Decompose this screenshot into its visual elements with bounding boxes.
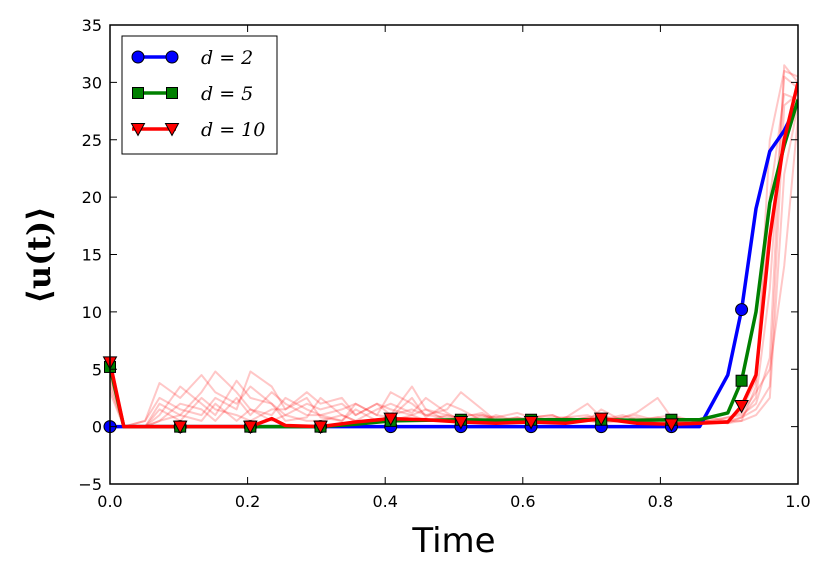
y-tick-label: 0 xyxy=(92,418,102,437)
y-tick-label: 25 xyxy=(82,131,102,150)
data-point-marker xyxy=(735,374,748,387)
legend: d = 2 d = 5 d = 10 xyxy=(121,35,278,155)
data-point-marker xyxy=(734,399,749,414)
x-tick-label: 0.4 xyxy=(372,492,397,511)
data-point-marker xyxy=(735,303,749,317)
x-tick-label: 0.2 xyxy=(235,492,260,511)
data-point-marker xyxy=(593,412,609,427)
data-point-marker xyxy=(172,420,188,435)
data-point-marker xyxy=(313,420,328,435)
data-point-marker xyxy=(523,416,539,430)
plot-area xyxy=(102,64,798,435)
y-tick-label: −5 xyxy=(78,475,102,494)
y-tick-label: 10 xyxy=(82,303,102,322)
legend-label: d = 5 xyxy=(201,83,253,105)
y-tick-label: 5 xyxy=(92,360,102,379)
legend-marker xyxy=(131,50,145,64)
legend-label: d = 2 xyxy=(201,47,253,69)
y-axis-ticks: −5 0 5 10 15 20 25 30 35 xyxy=(78,16,798,494)
x-tick-label: 0.6 xyxy=(510,492,535,511)
x-tick-label: 0.0 xyxy=(97,492,122,511)
x-tick-label: 0.8 xyxy=(648,492,673,511)
legend-marker xyxy=(132,87,144,99)
x-axis-ticks: 0.0 0.2 0.4 0.6 0.8 1.0 xyxy=(97,25,811,511)
legend-marker xyxy=(164,123,180,137)
x-tick-label: 1.0 xyxy=(785,492,810,511)
data-point-marker xyxy=(453,416,469,430)
data-point-marker xyxy=(383,412,399,427)
series-markers xyxy=(102,303,749,435)
data-point-marker xyxy=(664,418,679,432)
legend-marker xyxy=(130,123,146,137)
legend-marker xyxy=(166,87,178,99)
legend-label: d = 10 xyxy=(201,119,265,141)
data-point-marker xyxy=(243,420,258,435)
x-axis-label: Time xyxy=(411,521,495,561)
y-axis-label: ⟨u(t)⟩ xyxy=(20,206,58,304)
y-tick-label: 35 xyxy=(82,16,102,35)
y-tick-label: 20 xyxy=(82,188,102,207)
y-tick-label: 30 xyxy=(82,73,102,92)
y-tick-label: 15 xyxy=(82,246,102,265)
legend-marker xyxy=(165,50,179,64)
